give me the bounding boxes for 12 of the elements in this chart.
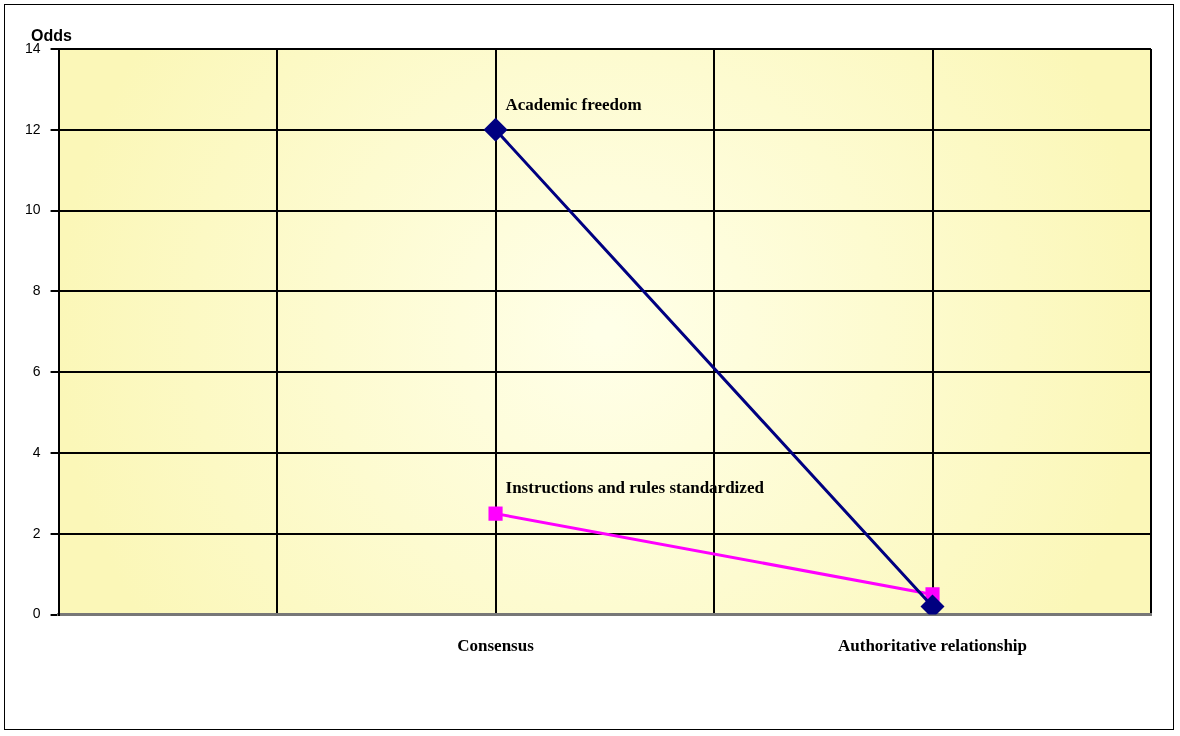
y-tick-label: 2 [32, 524, 41, 541]
series-label: Academic freedom [505, 94, 642, 114]
y-tick-label: 12 [24, 120, 41, 137]
y-tick-label: 10 [24, 201, 41, 218]
y-tick-label: 6 [32, 363, 41, 380]
x-tick-label: Consensus [457, 636, 535, 656]
y-tick-label: 0 [32, 605, 41, 622]
y-tick-label: 8 [32, 282, 41, 299]
y-tick-label: 4 [32, 443, 41, 460]
x-tick-label: Authoritative relationship [837, 636, 1028, 656]
point [483, 117, 508, 142]
point [488, 506, 503, 521]
